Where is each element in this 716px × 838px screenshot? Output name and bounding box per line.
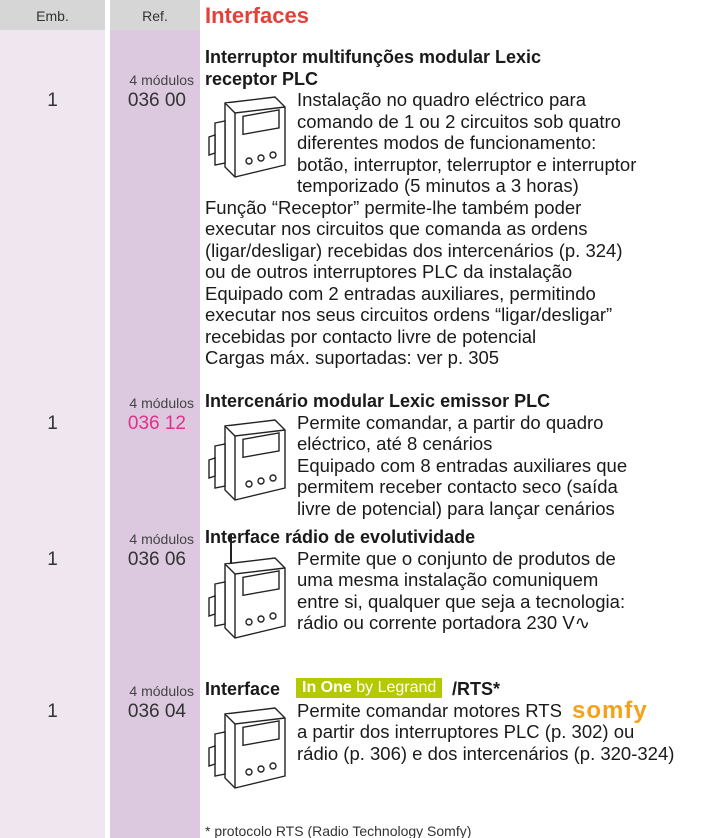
description-line: (ligar/desligar) recebidas dos intercená… (205, 239, 623, 261)
product-name: Intercenário modular Lexic emissor PLC (205, 391, 551, 411)
ref: 036 00 (127, 90, 186, 111)
device-image (208, 96, 286, 178)
description-line: recebidas por contacto livre de potencia… (205, 325, 537, 347)
description-line: uma mesma instalação comuniquem (297, 569, 599, 590)
description-line: eléctrico, até 8 cenários (297, 433, 493, 454)
brand-light: by Legrand (356, 679, 437, 696)
device-image (208, 533, 286, 639)
description-line: rádio ou corrente portadora 230 V∿ (297, 612, 591, 633)
description-line: Permite que o conjunto de produtos de (297, 547, 616, 569)
description-line: diferentes modos de funcionamento: (297, 132, 597, 153)
description-line: livre de potencial) para lançar cenários (297, 497, 615, 519)
product-name: Interruptor multifunções modular Lexic (205, 47, 542, 67)
device-image (208, 706, 286, 789)
modules: 4 módulos (129, 394, 194, 411)
description-line: comando de 1 ou 2 circuitos sob quatro (297, 110, 621, 132)
ref-header: Ref. (142, 8, 168, 24)
description-line: rádio (p. 306) e dos intercenários (p. 3… (297, 742, 675, 764)
ref-column (110, 30, 200, 838)
packaging: 1 (47, 90, 58, 111)
description-line: ou de outros interruptores PLC da instal… (205, 261, 573, 282)
description-line: Equipado com 2 entradas auxiliares, perm… (205, 282, 596, 304)
device-image (208, 418, 286, 501)
packaging: 1 (47, 548, 58, 570)
packaging: 1 (47, 412, 58, 434)
description-line: temporizado (5 minutos a 3 horas) (297, 175, 579, 196)
ref: 036 04 (127, 700, 186, 722)
description-line: Permite comandar motores RTS (297, 699, 562, 721)
description-line: Permite comandar, a partir do quadro (297, 411, 604, 433)
emb-column (0, 30, 105, 838)
product-name-suffix: /RTS* (452, 679, 501, 699)
description-line: executar nos seus circuitos ordens “liga… (205, 304, 613, 325)
ref: 036 06 (127, 548, 186, 570)
modules: 4 módulos (129, 72, 194, 88)
section-title: Interfaces (205, 3, 309, 28)
footnote: * protocolo RTS (Radio Technology Somfy) (205, 823, 472, 838)
description-line: Instalação no quadro eléctrico para (297, 89, 586, 110)
ref-header-bg (110, 0, 200, 30)
description-line: Função “Receptor” permite-lhe também pod… (205, 196, 582, 218)
modules: 4 módulos (129, 530, 194, 547)
somfy-logo: somfy (572, 696, 648, 724)
brand-bold: In One (302, 679, 352, 696)
emb-header: Emb. (36, 8, 69, 24)
ref: 036 12 (127, 412, 186, 434)
description-line: Equipado com 8 entradas auxiliares que (297, 454, 628, 476)
packaging: 1 (47, 700, 58, 722)
description-line: executar nos circuitos que comanda as or… (205, 218, 588, 239)
product-name: receptor PLC (205, 68, 319, 89)
brand-badge: In One by Legrand (296, 678, 443, 698)
description-line: botão, interruptor, telerruptor e interr… (297, 153, 637, 175)
description-line: Cargas máx. suportadas: ver p. 305 (205, 347, 500, 368)
description-line: a partir dos interruptores PLC (p. 302) … (297, 721, 635, 742)
modules: 4 módulos (129, 682, 194, 699)
description-line: entre si, qualquer que seja a tecnologia… (297, 590, 626, 612)
product-name: Interface rádio de evolutividade (205, 527, 476, 547)
description-line: permitem receber contacto seco (saída (297, 476, 618, 497)
emb-header-bg (0, 0, 105, 30)
product-name: Interface (205, 679, 281, 699)
